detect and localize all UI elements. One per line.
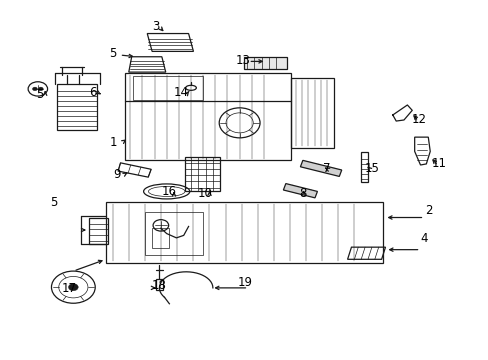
Text: 5: 5 (50, 195, 58, 209)
Text: 1: 1 (109, 136, 117, 149)
Bar (290, 78, 334, 148)
Text: 19: 19 (238, 276, 252, 289)
Bar (156, 279, 163, 290)
Bar (144, 212, 203, 255)
Polygon shape (300, 160, 341, 176)
Bar (361, 153, 367, 182)
Text: 12: 12 (411, 113, 426, 126)
Text: 15: 15 (364, 162, 379, 175)
Bar (106, 202, 382, 263)
Text: 5: 5 (37, 88, 44, 101)
Text: 6: 6 (89, 86, 96, 99)
Text: 16: 16 (162, 185, 176, 198)
Text: 10: 10 (197, 187, 212, 200)
Circle shape (32, 87, 37, 91)
Circle shape (38, 87, 43, 91)
Text: 18: 18 (152, 279, 166, 292)
Text: 2: 2 (425, 204, 432, 217)
Bar (89, 217, 108, 244)
Polygon shape (283, 184, 317, 198)
Bar (125, 73, 290, 160)
Text: 5: 5 (109, 47, 117, 60)
Text: 13: 13 (236, 54, 250, 67)
Text: 7: 7 (323, 162, 330, 175)
Text: 4: 4 (420, 233, 427, 246)
Circle shape (68, 284, 78, 291)
Text: 9: 9 (113, 168, 121, 181)
Text: 17: 17 (62, 283, 77, 296)
Bar (152, 228, 169, 248)
Text: 8: 8 (299, 187, 306, 200)
Bar (57, 84, 97, 130)
Text: 3: 3 (152, 20, 160, 33)
Bar (243, 57, 287, 68)
Bar (185, 157, 220, 191)
Text: 14: 14 (173, 86, 188, 99)
Bar (132, 76, 203, 100)
Text: 11: 11 (430, 157, 446, 170)
